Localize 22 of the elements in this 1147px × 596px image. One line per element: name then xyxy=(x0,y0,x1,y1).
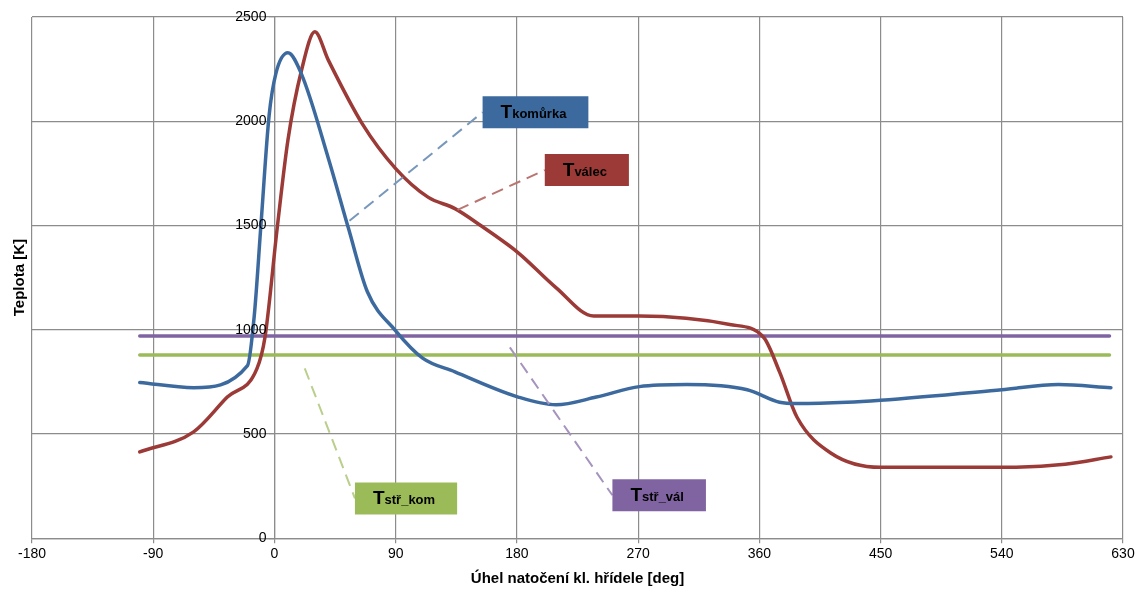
text: Tkomůrka xyxy=(500,101,568,123)
x-axis-title: Úhel natočení kl. hřídele [deg] xyxy=(470,569,685,587)
x-tick-label: 0 xyxy=(270,545,279,562)
y-tick-label: 2500 xyxy=(235,7,267,24)
y-axis-title: Teplota [K] xyxy=(10,238,28,317)
line-series xyxy=(138,30,1113,470)
x-tick-label: 90 xyxy=(387,545,404,562)
text: Tstř_vál xyxy=(630,484,684,506)
x-tick-label: 360 xyxy=(747,545,772,562)
x-tick-label: 630 xyxy=(1111,545,1135,562)
x-tick-label: 270 xyxy=(626,545,650,562)
x-tick-label: -90 xyxy=(143,545,164,562)
text: Tválec xyxy=(562,159,607,181)
x-tick-label: 450 xyxy=(868,545,893,562)
text: Tstř_kom xyxy=(372,487,436,509)
line-series xyxy=(138,51,1113,407)
x-tick-label: 180 xyxy=(505,545,529,562)
y-tick-label: 2000 xyxy=(235,112,267,129)
x-tick-label: -180 xyxy=(17,545,47,562)
y-tick-label: 0 xyxy=(258,529,267,546)
y-tick-label: 500 xyxy=(243,424,267,441)
x-tick-label: 540 xyxy=(990,545,1014,562)
